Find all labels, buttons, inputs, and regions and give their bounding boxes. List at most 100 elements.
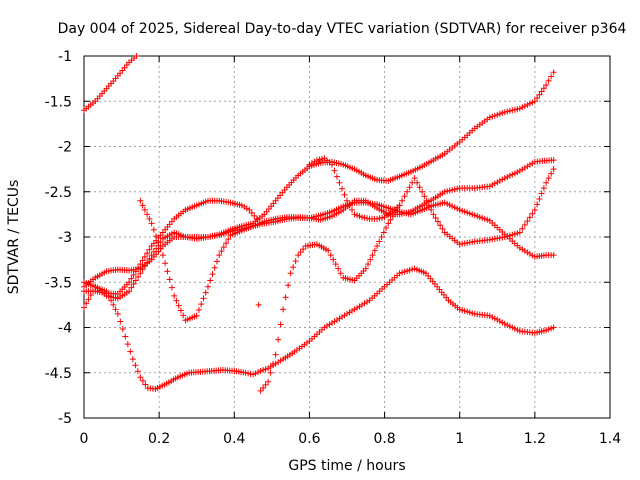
data-point bbox=[349, 206, 356, 213]
data-point bbox=[489, 181, 496, 188]
data-point bbox=[538, 88, 545, 95]
data-point bbox=[499, 176, 506, 183]
data-point bbox=[346, 202, 353, 209]
data-point bbox=[297, 249, 304, 256]
data-point bbox=[204, 283, 211, 290]
data-point bbox=[545, 77, 552, 84]
data-point bbox=[338, 185, 345, 192]
data-point bbox=[137, 197, 144, 204]
data-point bbox=[446, 202, 453, 209]
data-point bbox=[496, 177, 503, 184]
data-point bbox=[396, 202, 403, 209]
data-point bbox=[265, 378, 272, 385]
axis-ticks bbox=[83, 55, 611, 419]
data-point bbox=[171, 292, 178, 299]
data-point bbox=[540, 85, 547, 92]
data-point bbox=[272, 351, 279, 358]
data-point bbox=[245, 370, 252, 377]
data-point bbox=[543, 179, 550, 186]
data-point bbox=[385, 220, 392, 227]
data-point bbox=[316, 156, 323, 163]
data-point bbox=[389, 213, 396, 220]
x-tick-label: 0.6 bbox=[298, 431, 320, 447]
data-point bbox=[425, 202, 432, 209]
data-point bbox=[374, 215, 381, 222]
data-point bbox=[459, 207, 466, 214]
data-point bbox=[168, 284, 175, 291]
data-point bbox=[383, 224, 390, 231]
data-point bbox=[486, 312, 493, 319]
x-tick-label: 1.4 bbox=[599, 431, 621, 447]
data-point bbox=[550, 157, 557, 164]
data-point bbox=[476, 214, 483, 221]
data-point bbox=[401, 193, 408, 200]
data-point bbox=[195, 306, 202, 313]
data-point bbox=[399, 197, 406, 204]
series-track-1 bbox=[81, 53, 140, 114]
data-point bbox=[496, 318, 503, 325]
data-point bbox=[526, 100, 533, 107]
data-point bbox=[295, 252, 302, 259]
data-point bbox=[341, 191, 348, 198]
data-point bbox=[409, 179, 416, 186]
data-point bbox=[496, 110, 503, 117]
data-point bbox=[331, 167, 338, 174]
data-point bbox=[421, 193, 428, 200]
data-point bbox=[406, 267, 413, 274]
data-point bbox=[318, 155, 325, 162]
data-point bbox=[529, 210, 536, 217]
data-point bbox=[538, 190, 545, 197]
data-point bbox=[371, 247, 378, 254]
data-point bbox=[501, 320, 508, 327]
data-point bbox=[157, 239, 164, 246]
data-point bbox=[193, 312, 200, 319]
data-point bbox=[270, 360, 277, 367]
data-point bbox=[155, 242, 162, 249]
data-point bbox=[451, 204, 458, 211]
y-tick-label: -4 bbox=[58, 321, 72, 337]
data-point bbox=[524, 218, 531, 225]
data-point bbox=[356, 213, 363, 220]
data-point bbox=[251, 212, 258, 219]
data-point bbox=[133, 53, 140, 59]
data-point bbox=[519, 225, 526, 232]
data-point bbox=[277, 321, 284, 328]
data-point bbox=[144, 250, 151, 257]
data-point bbox=[432, 214, 439, 221]
data-point bbox=[376, 238, 383, 245]
data-point bbox=[211, 264, 218, 271]
y-tick-label: -4.5 bbox=[45, 366, 72, 382]
data-point bbox=[399, 269, 406, 276]
data-points bbox=[81, 53, 557, 394]
data-point bbox=[406, 184, 413, 191]
x-tick-label: 0.8 bbox=[373, 431, 395, 447]
y-tick-label: -1.5 bbox=[45, 94, 72, 110]
data-point bbox=[292, 258, 299, 265]
data-point bbox=[416, 184, 423, 191]
data-point bbox=[469, 310, 476, 317]
data-point bbox=[511, 170, 518, 177]
data-point bbox=[257, 387, 264, 394]
data-point bbox=[247, 370, 254, 377]
data-point bbox=[456, 206, 463, 213]
data-point bbox=[423, 197, 430, 204]
data-point bbox=[439, 225, 446, 232]
series-track-7 bbox=[306, 155, 403, 222]
data-point bbox=[543, 327, 550, 334]
y-tick-label: -5 bbox=[58, 411, 72, 427]
data-point bbox=[449, 186, 456, 193]
data-point bbox=[173, 297, 180, 304]
x-tick-label: 1.2 bbox=[524, 431, 546, 447]
data-point bbox=[209, 271, 216, 278]
data-point bbox=[504, 173, 511, 180]
data-point bbox=[112, 306, 119, 313]
data-point bbox=[451, 186, 458, 193]
data-point bbox=[359, 214, 366, 221]
series-track-6 bbox=[81, 69, 557, 290]
data-point bbox=[404, 188, 411, 195]
data-point bbox=[387, 216, 394, 223]
data-point bbox=[550, 166, 557, 173]
data-point bbox=[164, 268, 171, 275]
data-point bbox=[526, 214, 533, 221]
